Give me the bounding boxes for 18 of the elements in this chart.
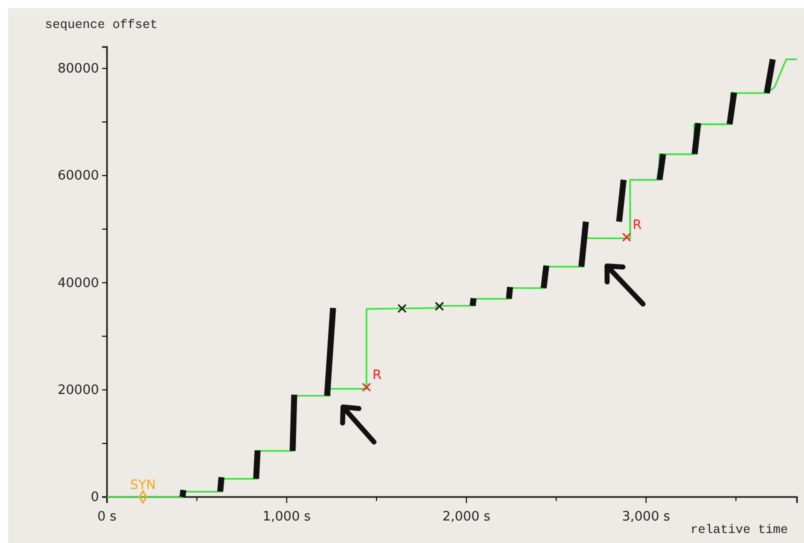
annotation: R — [632, 218, 642, 234]
y-tick-label: 0 — [90, 490, 99, 506]
x-tick-label: 3,000 s — [622, 509, 670, 524]
y-tick-label: 40000 — [58, 276, 99, 291]
x-axis-title: relative time — [690, 523, 788, 537]
x-tick-label: 0 s — [97, 509, 117, 524]
point — [397, 304, 407, 314]
point — [362, 382, 372, 392]
y-tick-label: 80000 — [58, 62, 99, 77]
point — [434, 302, 444, 311]
annotation: SYN — [130, 478, 156, 493]
y-tick-label: 60000 — [58, 168, 99, 184]
x-tick-label: 2,000 s — [442, 509, 491, 524]
point — [622, 232, 632, 242]
y-axis-title: sequence offset — [45, 18, 158, 32]
y-tick-label: 20000 — [58, 383, 99, 398]
annotation: R — [372, 368, 382, 384]
x-tick-label: 1,000 s — [262, 509, 311, 524]
